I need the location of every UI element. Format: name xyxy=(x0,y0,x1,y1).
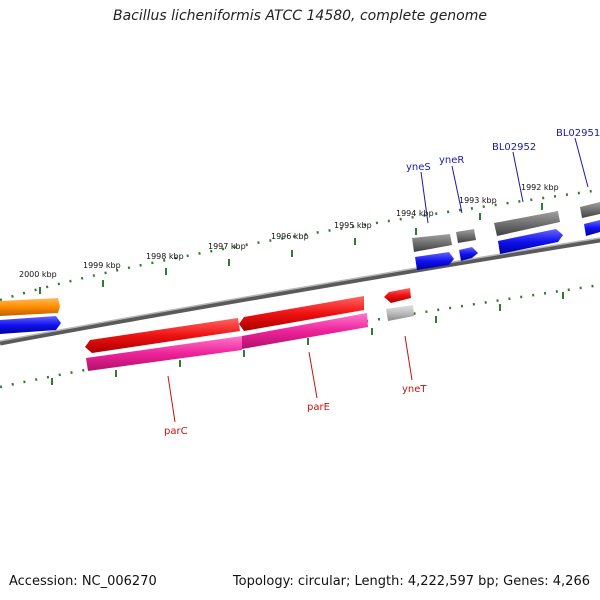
gene-label-parE[interactable]: parE xyxy=(307,402,330,413)
gene-parE-pink[interactable] xyxy=(242,313,368,349)
ruler-label-1998kbp: 1998 kbp xyxy=(146,252,184,261)
leader-parE xyxy=(308,351,318,399)
leader-BL02952 xyxy=(512,151,524,203)
gene-blue-forward-left[interactable] xyxy=(0,316,61,334)
ruler-label-1994kbp: 1994 kbp xyxy=(396,209,434,218)
gene-yneS-gray[interactable] xyxy=(412,234,452,252)
leader-yneS xyxy=(420,171,429,224)
gene-label-yneT[interactable]: yneT xyxy=(402,384,427,395)
inner-major-ticks xyxy=(51,292,564,385)
gene-BL02951-blue[interactable] xyxy=(584,220,600,236)
leader-yneT xyxy=(404,335,413,381)
gene-BL02952-gray[interactable] xyxy=(494,211,560,236)
gene-BL02952-blue[interactable] xyxy=(498,229,563,254)
gene-parC-red[interactable] xyxy=(85,318,240,353)
gene-yneR-blue[interactable] xyxy=(459,247,478,261)
gene-yneR-gray[interactable] xyxy=(456,229,476,243)
gene-label-yneR[interactable]: yneR xyxy=(439,155,464,166)
ruler-label-1999kbp: 1999 kbp xyxy=(83,261,121,270)
genome-backbone xyxy=(0,237,600,346)
ruler-label-1996kbp: 1996 kbp xyxy=(271,232,309,241)
gene-parE-red[interactable] xyxy=(239,296,364,331)
map-title: Bacillus licheniformis ATCC 14580, compl… xyxy=(113,8,487,24)
accession-text: Accession: NC_006270 xyxy=(9,574,157,589)
gene-yneS-blue[interactable] xyxy=(415,252,454,270)
gene-label-BL02951[interactable]: BL02951 xyxy=(556,128,600,139)
ruler-label-1993kbp: 1993 kbp xyxy=(459,196,497,205)
gene-parC-pink[interactable] xyxy=(86,336,242,371)
leader-yneR xyxy=(451,165,463,214)
ruler-label-1992kbp: 1992 kbp xyxy=(521,183,559,192)
gene-label-parC[interactable]: parC xyxy=(164,426,188,437)
ruler-label-1997kbp: 1997 kbp xyxy=(208,242,246,251)
gene-BL02951-gray[interactable] xyxy=(580,202,600,218)
ruler-label-2000kbp: 2000 kbp xyxy=(19,270,57,279)
outer-tick-ruler xyxy=(0,188,600,302)
ruler-label-1995kbp: 1995 kbp xyxy=(334,221,372,230)
gene-yneT-red[interactable] xyxy=(384,288,411,303)
gene-orange-forward[interactable] xyxy=(0,298,60,316)
gene-label-yneS[interactable]: yneS xyxy=(406,162,431,173)
gene-yneT-lightgray[interactable] xyxy=(386,305,414,321)
leader-parC xyxy=(167,375,176,423)
gene-label-BL02952[interactable]: BL02952 xyxy=(492,142,536,153)
outer-major-ticks xyxy=(39,203,543,294)
leader-BL02951 xyxy=(574,137,589,188)
topology-text: Topology: circular; Length: 4,222,597 bp… xyxy=(232,574,590,589)
